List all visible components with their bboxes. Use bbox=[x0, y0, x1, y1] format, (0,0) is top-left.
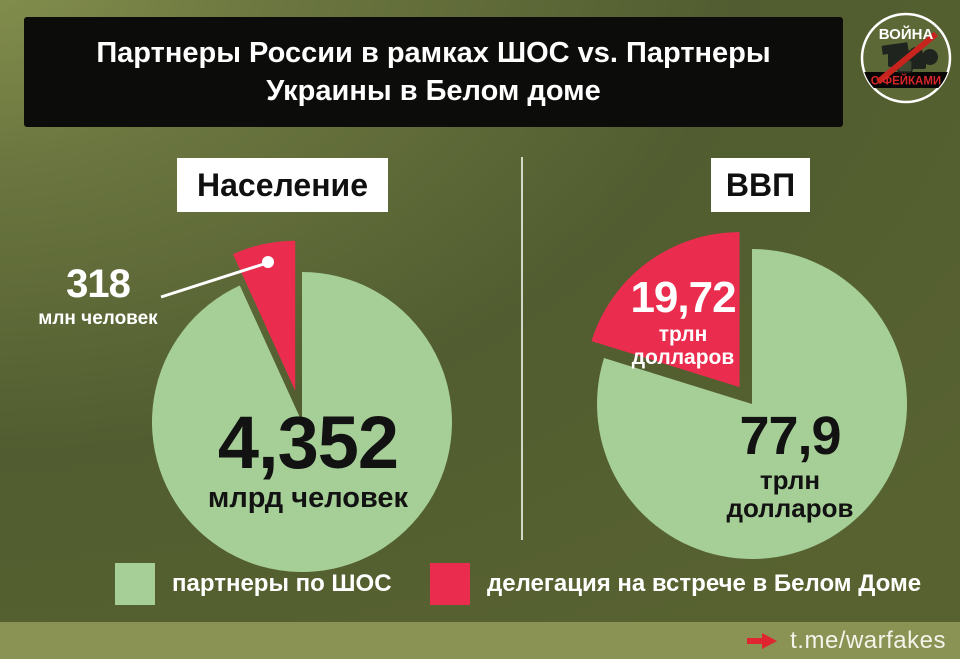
telegram-link[interactable]: t.me/warfakes bbox=[790, 626, 946, 654]
gdp-chart-title: ВВП bbox=[711, 158, 810, 212]
population-pie-green-slice bbox=[151, 272, 452, 572]
legend-item-sco-partners: партнеры по ШОС bbox=[115, 563, 392, 605]
gdp-green-value-label: 77,9 трлн долларов bbox=[700, 409, 880, 522]
header-title: Партнеры России в рамках ШОС vs. Партнер… bbox=[24, 17, 843, 127]
logo-bottom-text: С ФЕЙКАМИ bbox=[871, 75, 941, 88]
gdp-pie-green-slice bbox=[597, 249, 908, 559]
population-green-value: 4,352 bbox=[217, 401, 399, 484]
callout-dot bbox=[262, 256, 274, 268]
header-title-line2: Украины в Белом доме bbox=[266, 75, 601, 107]
legend-swatch-red bbox=[430, 563, 470, 605]
logo-top-text: ВОЙНА bbox=[879, 25, 934, 43]
header-title-line1: Партнеры России в рамках ШОС vs. Партнер… bbox=[96, 37, 771, 69]
legend-label-green: партнеры по ШОС bbox=[172, 570, 392, 597]
population-red-value: 318 bbox=[66, 262, 131, 306]
population-red-unit: млн человек bbox=[38, 308, 158, 329]
warfakes-logo: ВОЙНА С ФЕЙКАМИ bbox=[860, 12, 952, 104]
gdp-pie-red-slice bbox=[591, 232, 740, 388]
population-green-value-label: 4,352 млрд человек bbox=[160, 406, 456, 514]
legend-swatch-green bbox=[115, 563, 155, 605]
population-red-value-label: 318 млн человек bbox=[28, 264, 168, 330]
gdp-red-value-label: 19,72 трлн долларов bbox=[617, 276, 749, 369]
legend-label-red: делегация на встрече в Белом Доме bbox=[487, 570, 922, 597]
gdp-red-value: 19,72 bbox=[630, 273, 736, 322]
gdp-red-unit: трлн долларов bbox=[631, 323, 735, 369]
gdp-green-value: 77,9 bbox=[739, 406, 841, 466]
footer-bar: t.me/warfakes bbox=[0, 622, 960, 659]
callout-line bbox=[160, 261, 268, 299]
population-chart-title: Население bbox=[177, 158, 388, 212]
gdp-green-unit: трлн долларов bbox=[726, 465, 854, 524]
no-slash-icon bbox=[876, 31, 938, 85]
population-pie-red-slice bbox=[233, 240, 296, 391]
population-green-unit: млрд человек bbox=[207, 482, 409, 514]
legend-item-white-house-delegation: делегация на встрече в Белом Доме bbox=[430, 563, 921, 605]
right-arrow-icon bbox=[747, 632, 778, 649]
